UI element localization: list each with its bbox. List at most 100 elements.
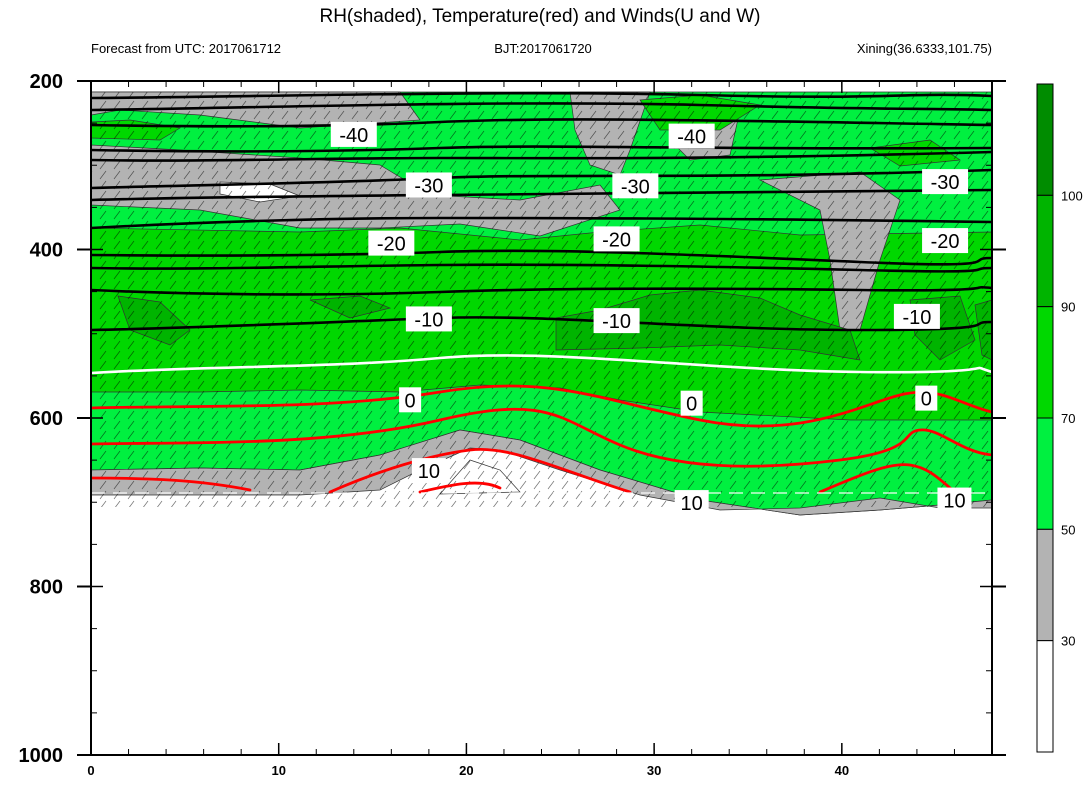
contour-label-text: -40: [677, 127, 706, 149]
x-tick-label: 20: [459, 763, 473, 778]
contour-label-box: [399, 387, 422, 413]
isotherm-minus-45: [91, 91, 992, 100]
bjt-label: BJT:2017061720: [494, 41, 592, 56]
contour-label: -10: [593, 308, 640, 334]
contour-label: 0: [399, 387, 422, 413]
contour-labels: -40 -40 -30 -30 -30 -20 -20 -20 -10 -10 -10 0 0 0 10 10…: [330, 121, 972, 516]
isotherm-minus-34: [91, 150, 992, 162]
contour-label: -30: [405, 172, 452, 198]
colorbar-swatch: [1036, 640, 1054, 753]
contour-label: 10: [937, 487, 972, 513]
isotherm-12: [418, 481, 502, 494]
contour-label-text: -10: [414, 309, 443, 331]
shading-layer: [91, 91, 992, 516]
isotherm-10b: [328, 447, 632, 494]
x-axis: 0 10 20 30 40: [87, 81, 993, 778]
contour-label-box: [922, 228, 969, 254]
contour-label-box: [368, 230, 415, 256]
y-tick-label: 1000: [19, 745, 64, 767]
x-tick-label: 10: [271, 763, 285, 778]
isotherm-minus-15: [91, 249, 992, 266]
contour-label: -10: [893, 303, 940, 329]
contour-label-box: [330, 121, 377, 147]
contour-label: 0: [915, 385, 938, 411]
colorbar-tick-label: 50: [1061, 522, 1075, 537]
isotherm-minus-30: [91, 168, 992, 190]
contour-label-text: -20: [602, 229, 631, 251]
contour-label: -30: [612, 173, 659, 199]
isotherm-5: [91, 384, 992, 428]
colorbar-swatch: [1036, 528, 1054, 642]
contour-label-box: [405, 306, 452, 332]
isotherm-minus-38: [91, 145, 992, 153]
contour-label-box: [593, 308, 640, 334]
contour-label: 10: [411, 458, 446, 484]
isotherm-10c: [818, 463, 957, 494]
x-tick-label: 40: [835, 763, 849, 778]
contour-label-box: [937, 487, 972, 513]
isotherm-8: [91, 407, 992, 468]
contour-label-text: -30: [621, 176, 650, 198]
contour-label-box: [922, 169, 969, 195]
isotherm-minus-42: [91, 102, 992, 112]
contour-label-text: -30: [931, 172, 960, 194]
contour-label-text: 10: [418, 461, 440, 483]
y-tick-label: 400: [30, 240, 63, 262]
isotherm-10: [91, 476, 252, 492]
chart-title: RH(shaded), Temperature(red) and Winds(U…: [319, 6, 760, 27]
forecast-label: Forecast from UTC: 2017061712: [91, 41, 281, 56]
contour-label: 10: [674, 490, 709, 516]
colorbar: 30 50 70 90 100: [1036, 83, 1083, 753]
y-tick-label: 800: [30, 577, 63, 599]
contour-label-text: 0: [405, 390, 416, 412]
contour-label-box: [668, 123, 715, 149]
isotherm-minus-25: [91, 188, 992, 202]
contour-label: 0: [680, 390, 703, 416]
colorbar-swatch: [1036, 417, 1054, 530]
contour-label: -40: [330, 121, 377, 147]
contour-label-text: 0: [686, 394, 697, 416]
colorbar-swatch: [1036, 83, 1054, 196]
contour-label-box: [593, 226, 640, 252]
contour-label-text: -30: [414, 175, 443, 197]
isotherm-minus-10: [91, 285, 992, 296]
contour-label-box: [915, 385, 938, 411]
contour-label-text: -40: [339, 125, 368, 147]
colorbar-swatch: [1036, 306, 1054, 419]
contour-label-text: -10: [902, 307, 931, 329]
isotherm-0: [91, 354, 992, 375]
contour-label: -20: [368, 230, 415, 256]
colorbar-tick-label: 70: [1061, 411, 1075, 426]
contour-label: -20: [922, 228, 969, 254]
colorbar-tick-label: 90: [1061, 300, 1075, 315]
colorbar-swatch: [1036, 194, 1054, 308]
y-tick-label: 200: [30, 71, 63, 93]
colorbar-tick-label: 100: [1061, 188, 1083, 203]
contour-label: -10: [405, 306, 452, 332]
x-tick-label: 0: [87, 763, 94, 778]
isotherm-minus-40: [91, 118, 992, 128]
contour-label-box: [893, 303, 940, 329]
contour-label-box: [674, 490, 709, 516]
y-tick-label: 600: [30, 408, 63, 430]
isotherm-minus-20: [91, 216, 992, 230]
contour-label-text: 10: [681, 493, 703, 515]
contour-label-text: 10: [943, 491, 965, 513]
contour-label-box: [680, 390, 703, 416]
colorbar-tick-label: 30: [1061, 634, 1075, 649]
contour-label-box: [612, 173, 659, 199]
contour-label-box: [411, 458, 446, 484]
station-label: Xining(36.6333,101.75): [857, 41, 992, 56]
x-tick-label: 30: [647, 763, 661, 778]
contour-label-text: -10: [602, 311, 631, 333]
contour-label-text: 0: [921, 389, 932, 411]
contour-label: -40: [668, 123, 715, 149]
contour-label: -30: [922, 169, 969, 195]
temperature-contours: [91, 91, 992, 494]
contour-label-box: [405, 172, 452, 198]
contour-label: -20: [593, 226, 640, 252]
isotherm-minus-12: [91, 263, 992, 273]
contour-label-text: -20: [931, 231, 960, 253]
